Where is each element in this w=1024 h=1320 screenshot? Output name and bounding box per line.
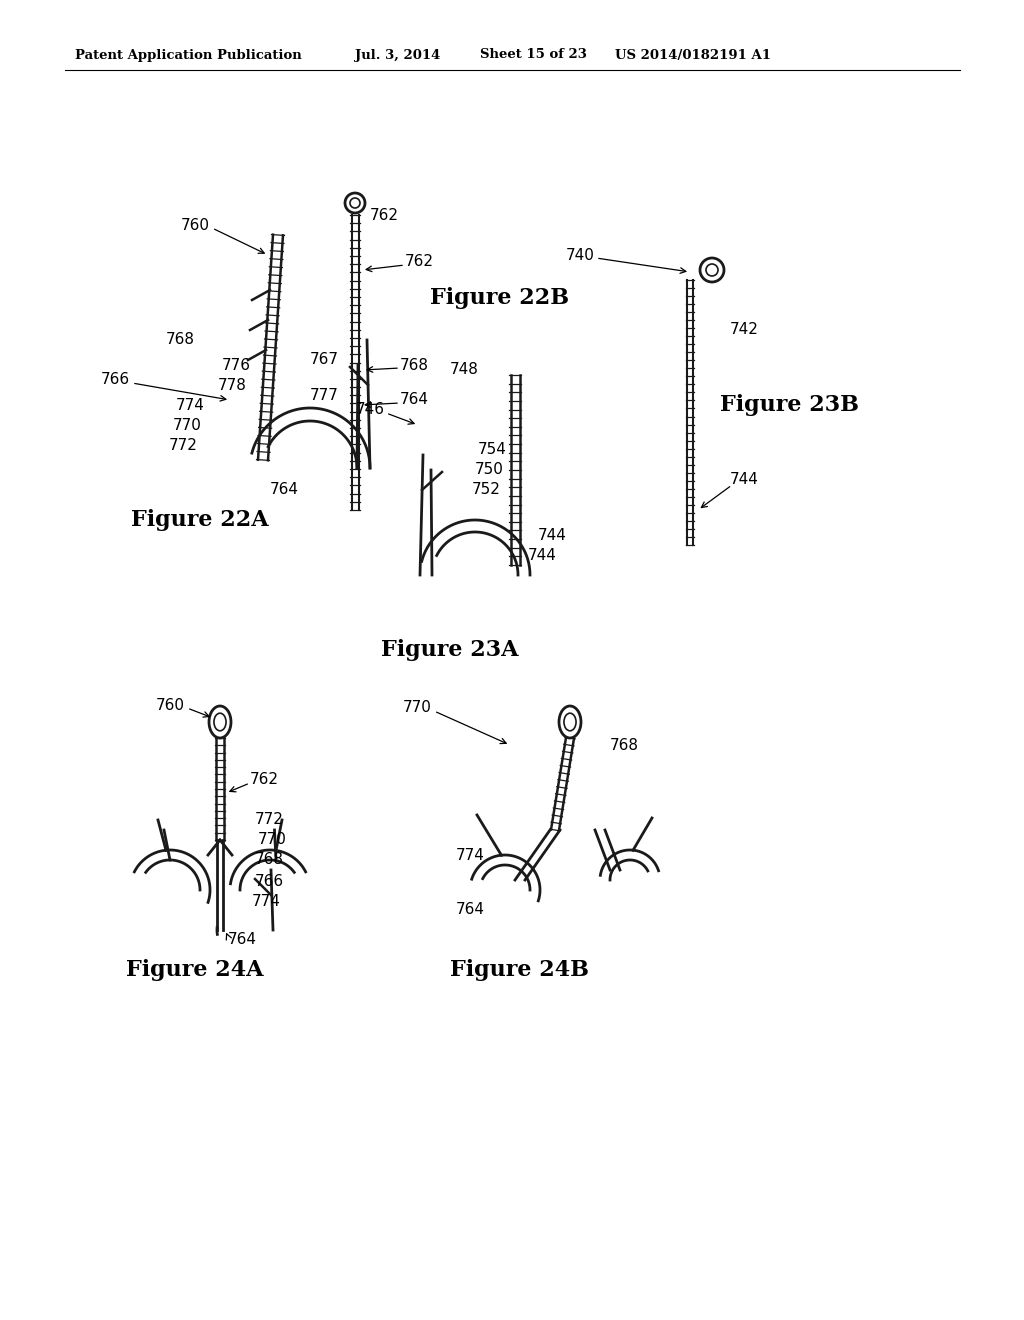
- Text: 774: 774: [176, 397, 205, 412]
- Text: 774: 774: [456, 847, 485, 862]
- Text: 750: 750: [475, 462, 504, 478]
- Text: 762: 762: [370, 207, 399, 223]
- Text: 770: 770: [403, 701, 432, 715]
- Text: 744: 744: [730, 473, 759, 487]
- Text: Figure 22A: Figure 22A: [131, 510, 269, 531]
- Text: Figure 22B: Figure 22B: [430, 286, 569, 309]
- Text: 768: 768: [610, 738, 639, 752]
- Text: 762: 762: [406, 255, 434, 269]
- Text: 776: 776: [222, 358, 251, 372]
- Text: 768: 768: [400, 358, 429, 372]
- Text: 744: 744: [538, 528, 567, 543]
- Text: 770: 770: [173, 417, 202, 433]
- Text: 760: 760: [156, 697, 185, 713]
- Text: 742: 742: [730, 322, 759, 338]
- Text: 762: 762: [250, 772, 279, 788]
- Text: 768: 768: [255, 853, 284, 867]
- Text: 766: 766: [255, 874, 284, 890]
- Text: 772: 772: [169, 437, 198, 453]
- Text: Patent Application Publication: Patent Application Publication: [75, 49, 302, 62]
- Text: 774: 774: [252, 895, 281, 909]
- Text: Jul. 3, 2014: Jul. 3, 2014: [355, 49, 440, 62]
- Text: 768: 768: [166, 333, 195, 347]
- Text: 760: 760: [181, 218, 210, 232]
- Text: 740: 740: [566, 248, 595, 263]
- Text: 764: 764: [228, 932, 257, 948]
- Text: 770: 770: [258, 833, 287, 847]
- Text: 754: 754: [478, 442, 507, 458]
- Text: 764: 764: [456, 903, 485, 917]
- Text: 764: 764: [270, 483, 299, 498]
- Text: Figure 24A: Figure 24A: [126, 960, 264, 981]
- Text: 777: 777: [310, 388, 339, 403]
- Text: 767: 767: [310, 352, 339, 367]
- Text: Sheet 15 of 23: Sheet 15 of 23: [480, 49, 587, 62]
- Text: 778: 778: [218, 378, 247, 392]
- Text: Figure 23B: Figure 23B: [720, 393, 859, 416]
- Text: 766: 766: [101, 372, 130, 388]
- Text: 746: 746: [356, 403, 385, 417]
- Text: US 2014/0182191 A1: US 2014/0182191 A1: [615, 49, 771, 62]
- Text: 764: 764: [400, 392, 429, 408]
- Text: 752: 752: [472, 483, 501, 498]
- Text: Figure 24B: Figure 24B: [451, 960, 590, 981]
- Text: 744: 744: [528, 548, 557, 562]
- Text: Figure 23A: Figure 23A: [381, 639, 519, 661]
- Text: 748: 748: [450, 363, 479, 378]
- Text: 772: 772: [255, 813, 284, 828]
